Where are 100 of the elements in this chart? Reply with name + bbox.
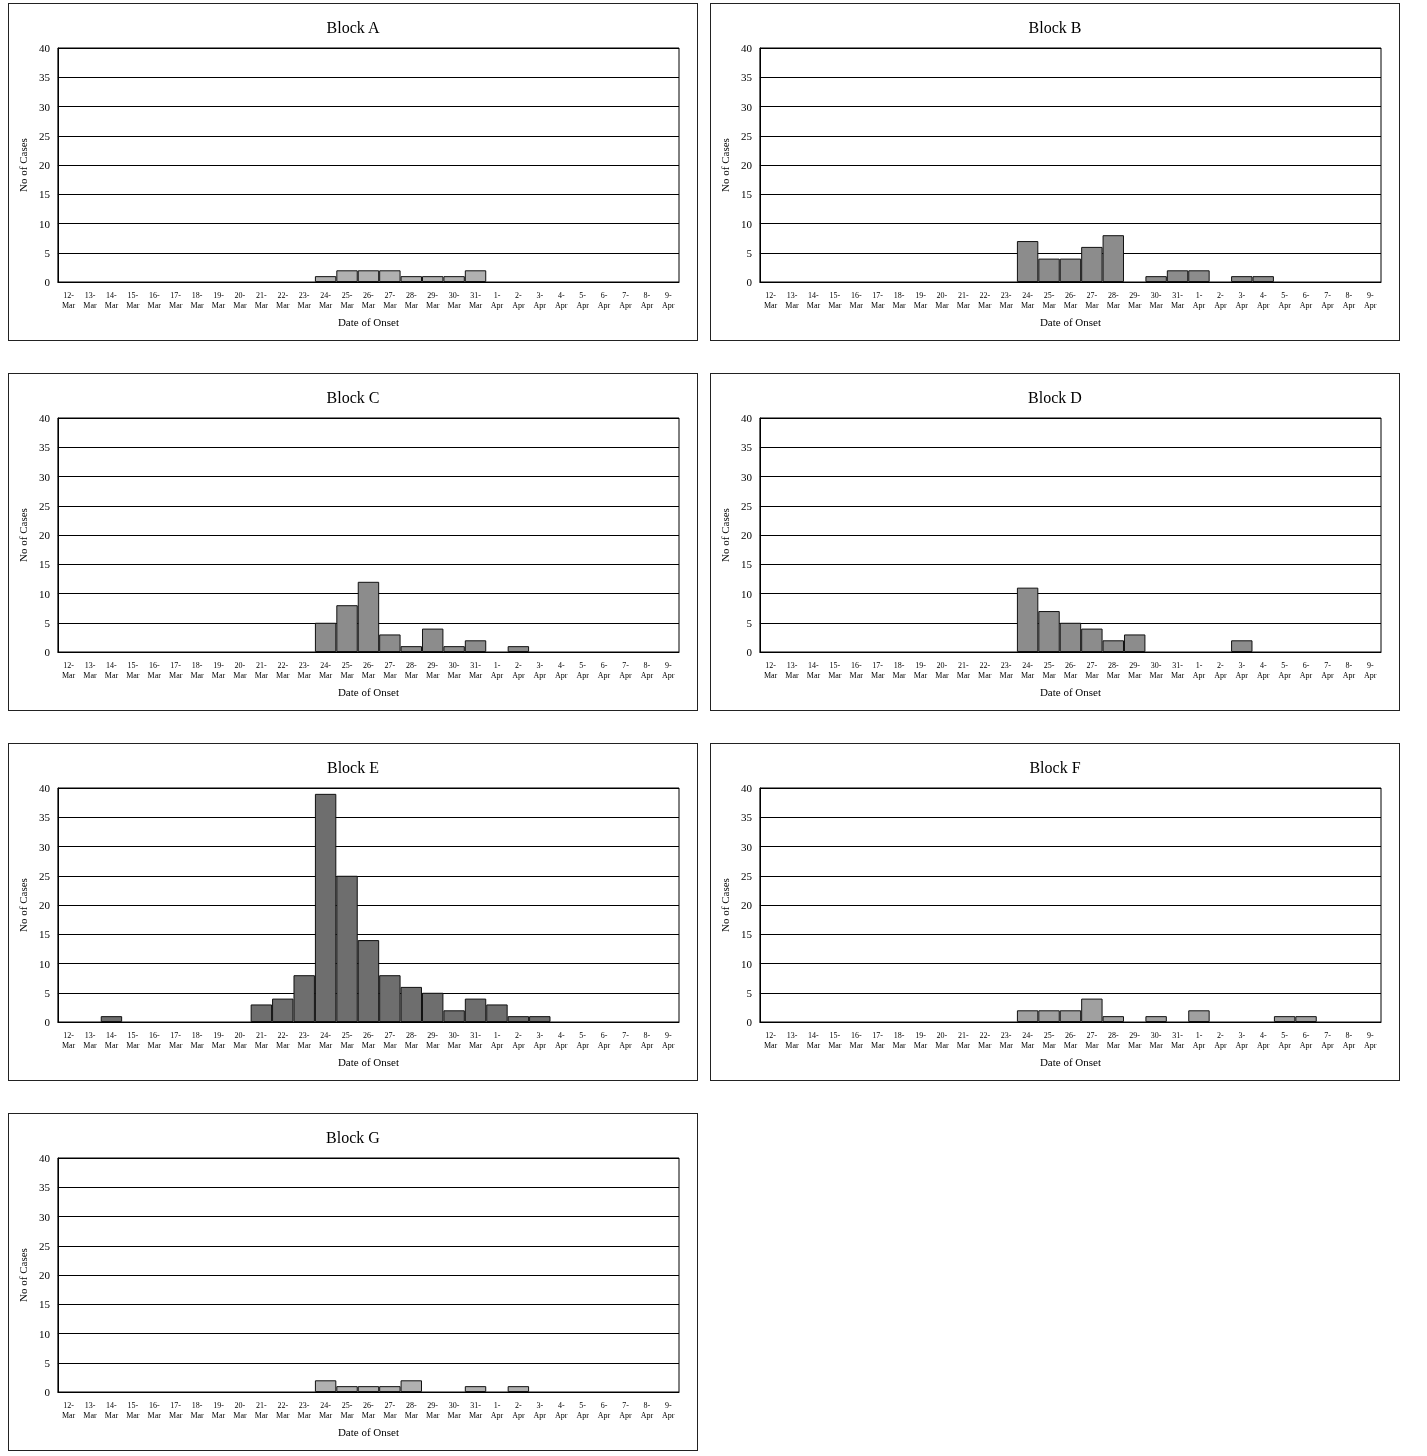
x-tick-label: 23-Mar [297, 1030, 312, 1050]
x-tick-label: 24-Mar [1020, 290, 1035, 310]
x-tick-label: 18-Mar [190, 290, 205, 310]
x-tick-label: 13-Mar [83, 1030, 98, 1050]
x-tick-label: 5-Apr [1278, 660, 1292, 680]
x-tick-label: 2-Apr [1214, 1030, 1227, 1050]
x-tick-label: 28-Mar [404, 1030, 419, 1050]
x-tick-label: 15-Mar [126, 1400, 140, 1420]
x-tick-label: 3-Apr [533, 1030, 547, 1050]
y-tick-label: 20 [38, 1269, 51, 1281]
y-tick-label: 5 [746, 986, 753, 999]
y-tick-label: 40 [740, 782, 753, 794]
y-tick-label: 5 [746, 246, 753, 259]
x-tick-label: 15-Mar [126, 1030, 140, 1050]
x-tick-label: 16-Mar [147, 1030, 162, 1050]
x-tick-label: 1-Apr [490, 1030, 504, 1050]
x-tick-label: 20-Mar [935, 660, 949, 680]
x-tick-label: 22-Mar [276, 290, 290, 310]
y-axis-title: No of Cases [16, 508, 29, 562]
x-tick-label: 15-Mar [828, 1030, 842, 1050]
y-tick-label: 35 [740, 811, 753, 824]
x-tick-label: 14-Mar [104, 1030, 119, 1050]
x-tick-label: 3-Apr [1235, 290, 1249, 310]
y-tick-label: 20 [740, 529, 753, 541]
y-tick-label: 30 [38, 470, 51, 483]
x-tick-label: 22-Mar [276, 1030, 290, 1050]
x-tick-label: 25-Mar [1042, 290, 1057, 310]
x-tick-label: 30-Mar [447, 1030, 462, 1050]
x-tick-label: 2-Apr [1214, 290, 1227, 310]
x-tick-label: 26-Mar [1063, 1030, 1078, 1050]
chart-title: Block G [326, 1128, 381, 1146]
x-tick-label: 23-Mar [999, 1030, 1014, 1050]
x-axis-title: Date of Onset [1039, 315, 1101, 328]
x-tick-label: 24-Mar [318, 290, 333, 310]
x-tick-label: 14-Mar [806, 660, 821, 680]
x-tick-label: 3-Apr [533, 290, 547, 310]
y-tick-label: 25 [740, 129, 753, 142]
x-tick-label: 7-Apr [619, 1030, 633, 1050]
x-tick-label: 25-Mar [340, 660, 355, 680]
x-tick-label: 1-Apr [1192, 1030, 1206, 1050]
bar [100, 1016, 123, 1022]
y-tick-label: 25 [740, 499, 753, 512]
x-tick-label: 9-Apr [662, 1400, 675, 1420]
x-tick-label: 24-Mar [1020, 1030, 1035, 1050]
x-tick-label: 13-Mar [83, 290, 98, 310]
x-tick-label: 27-Mar [383, 1400, 397, 1420]
x-tick-label: 1-Apr [490, 1400, 504, 1420]
y-tick-label: 30 [740, 840, 753, 853]
x-tick-label: 19-Mar [211, 1030, 226, 1050]
y-tick-label: 40 [38, 412, 51, 424]
x-tick-label: 2-Apr [1214, 660, 1227, 680]
x-tick-label: 4-Apr [554, 660, 568, 680]
x-tick-label: 28-Mar [1106, 1030, 1121, 1050]
x-tick-label: 20-Mar [233, 1400, 247, 1420]
x-tick-label: 15-Mar [828, 660, 842, 680]
x-tick-label: 12-Mar [763, 290, 778, 310]
x-tick-label: 6-Apr [597, 1030, 611, 1050]
x-tick-label: 25-Mar [340, 1400, 355, 1420]
x-tick-label: 21-Mar [956, 290, 971, 310]
y-tick-label: 10 [38, 217, 51, 230]
y-tick-label: 10 [740, 587, 753, 600]
y-tick-label: 10 [38, 957, 51, 970]
x-tick-label: 22-Mar [978, 1030, 992, 1050]
y-axis-title: No of Cases [718, 508, 731, 562]
x-tick-label: 17-Mar [871, 660, 885, 680]
x-tick-label: 23-Mar [999, 290, 1014, 310]
x-tick-label: 30-Mar [447, 1400, 462, 1420]
x-tick-label: 9-Apr [1364, 1030, 1377, 1050]
x-tick-label: 14-Mar [104, 1400, 119, 1420]
y-tick-label: 35 [38, 71, 51, 84]
x-tick-label: 6-Apr [1299, 660, 1313, 680]
x-tick-label: 8-Apr [640, 1400, 654, 1420]
x-tick-label: 24-Mar [318, 1030, 333, 1050]
y-tick-label: 40 [38, 1152, 51, 1164]
x-tick-label: 4-Apr [554, 290, 568, 310]
x-tick-label: 23-Mar [297, 290, 312, 310]
x-tick-label: 21-Mar [956, 660, 971, 680]
x-tick-label: 27-Mar [1085, 1030, 1099, 1050]
y-tick-label: 30 [38, 100, 51, 113]
y-axis-title: No of Cases [16, 138, 29, 192]
y-tick-label: 15 [740, 558, 753, 571]
x-tick-label: 13-Mar [83, 1400, 98, 1420]
y-tick-label: 25 [38, 499, 51, 512]
x-tick-label: 12-Mar [61, 1030, 76, 1050]
x-tick-label: 5-Apr [576, 290, 590, 310]
x-tick-label: 26-Mar [1063, 290, 1078, 310]
y-tick-label: 0 [746, 1016, 753, 1028]
y-tick-label: 15 [38, 1298, 51, 1311]
y-tick-label: 35 [38, 811, 51, 824]
y-tick-label: 40 [740, 412, 753, 424]
x-tick-label: 16-Mar [147, 1400, 162, 1420]
y-tick-label: 20 [740, 899, 753, 911]
y-tick-label: 30 [740, 100, 753, 113]
x-tick-label: 19-Mar [211, 1400, 226, 1420]
y-tick-label: 5 [44, 616, 51, 629]
y-tick-label: 20 [740, 159, 753, 171]
x-tick-label: 23-Mar [297, 660, 312, 680]
x-tick-label: 29-Mar [1128, 1030, 1142, 1050]
x-tick-label: 4-Apr [554, 1400, 568, 1420]
x-tick-label: 27-Mar [1085, 660, 1099, 680]
